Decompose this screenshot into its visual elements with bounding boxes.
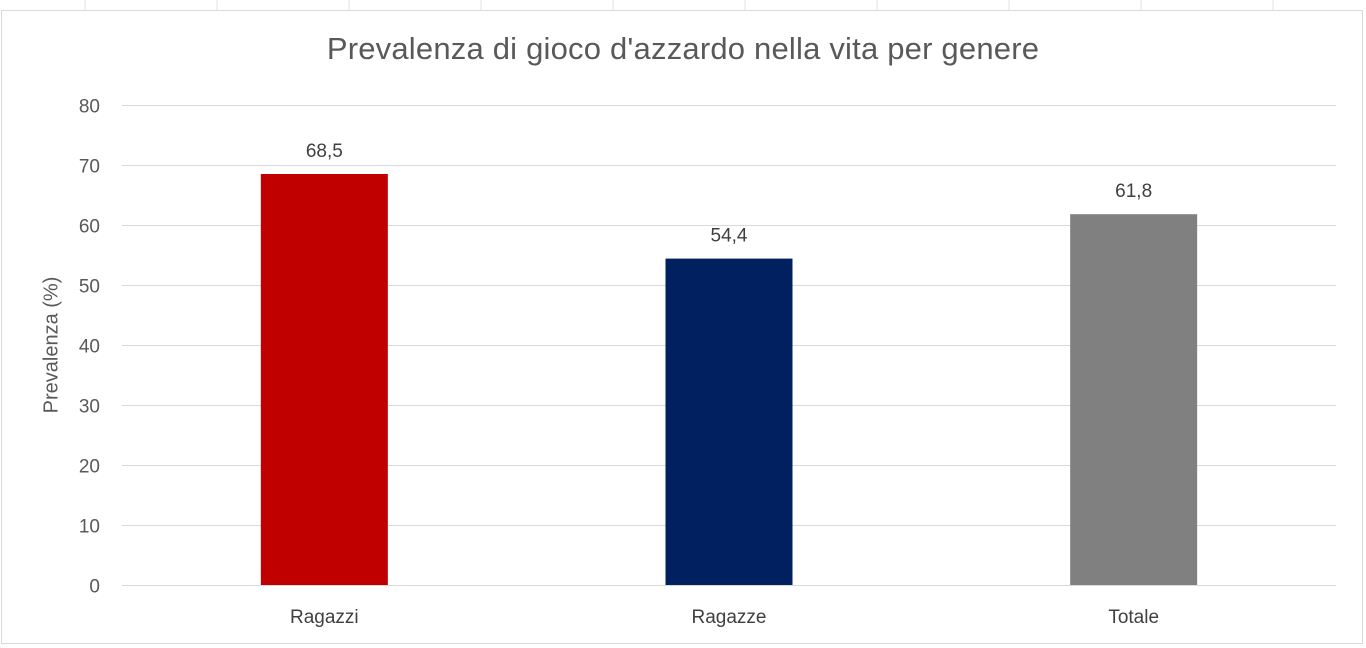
data-label-ragazzi: 68,5 [306, 141, 343, 162]
chart-title: Prevalenza di gioco d'azzardo nella vita… [326, 31, 1040, 66]
y-tick-label: 10 [79, 517, 100, 538]
data-label-totale: 61,8 [1115, 181, 1152, 202]
bars [260, 174, 1198, 585]
y-tick-label: 0 [89, 577, 100, 598]
y-tick-label: 20 [79, 457, 100, 478]
x-category-label: Totale [1108, 607, 1159, 628]
y-tick-label: 40 [79, 337, 100, 358]
y-tick-label: 70 [79, 157, 100, 178]
x-axis-categories: Ragazzi Ragazze Totale [290, 607, 1159, 628]
x-category-label: Ragazze [692, 607, 767, 628]
bar-ragazzi[interactable] [260, 174, 388, 585]
x-category-label: Ragazzi [290, 607, 359, 628]
y-tick-label: 30 [79, 397, 100, 418]
y-tick-label: 60 [79, 217, 100, 238]
bar-totale[interactable] [1070, 214, 1198, 585]
data-labels: 68,5 54,4 61,8 [306, 141, 1152, 247]
data-label-ragazze: 54,4 [711, 226, 748, 247]
y-tick-label: 80 [79, 97, 100, 118]
y-axis-ticks: 0 10 20 30 40 50 60 70 80 [79, 97, 100, 598]
bar-ragazze[interactable] [665, 258, 793, 585]
y-tick-label: 50 [79, 277, 100, 298]
